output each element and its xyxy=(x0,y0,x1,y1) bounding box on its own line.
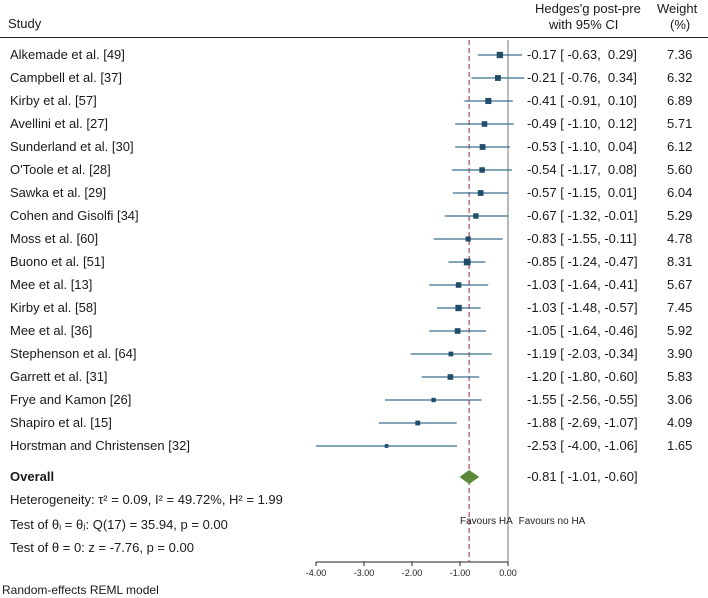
study-marker xyxy=(479,167,485,173)
study-column-header: Study xyxy=(8,16,42,31)
model-footer: Random-effects REML model xyxy=(2,583,159,597)
study-ci-text: -2.53 [ -4.00, -1.06] xyxy=(527,438,638,453)
study-weight: 8.31 xyxy=(667,254,693,269)
study-marker xyxy=(454,328,461,334)
study-name: Campbell et al. [37] xyxy=(10,70,123,85)
study-ci-text: -0.53 [ -1.10, 0.04] xyxy=(527,139,637,154)
study-marker xyxy=(384,444,389,448)
x-tick-label: -4.00 xyxy=(306,568,327,578)
study-weight: 3.06 xyxy=(667,392,693,407)
weight-column-header-line2: (%) xyxy=(670,17,691,32)
study-weight: 1.65 xyxy=(667,438,693,453)
study-marker xyxy=(465,236,471,242)
study-weight: 5.83 xyxy=(667,369,693,384)
study-marker xyxy=(481,121,488,127)
study-marker xyxy=(496,51,503,59)
overall-label: Overall xyxy=(10,469,55,484)
overall-ci-text: -0.81 [ -1.01, -0.60] xyxy=(527,469,638,484)
study-name: Avellini et al. [27] xyxy=(10,116,109,131)
study-name: Sawka et al. [29] xyxy=(10,185,107,200)
heterogeneity-text: Heterogeneity: τ² = 0.09, I² = 49.72%, H… xyxy=(10,492,283,507)
x-tick-label: 0.00 xyxy=(499,568,517,578)
study-name: Mee et al. [36] xyxy=(10,323,93,338)
study-weight: 7.36 xyxy=(667,47,693,62)
study-weight: 5.60 xyxy=(667,162,693,177)
test-zero-text: Test of θ = 0: z = -7.76, p = 0.00 xyxy=(10,540,194,555)
study-marker xyxy=(463,258,471,266)
study-ci-text: -0.41 [ -0.91, 0.10] xyxy=(527,93,637,108)
study-ci-text: -1.55 [ -2.56, -0.55] xyxy=(527,392,638,407)
test-theta-text: Test of θᵢ = θⱼ: Q(17) = 35.94, p = 0.00 xyxy=(10,517,228,532)
study-name: Kirby et al. [57] xyxy=(10,93,97,108)
study-marker xyxy=(485,97,492,105)
study-ci-text: -1.05 [ -1.64, -0.46] xyxy=(527,323,638,338)
study-name: Kirby et al. [58] xyxy=(10,300,97,315)
study-marker xyxy=(494,75,501,81)
study-name: Sunderland et al. [30] xyxy=(10,139,134,154)
study-weight: 7.45 xyxy=(667,300,693,315)
study-marker xyxy=(447,374,454,380)
study-marker xyxy=(455,304,462,312)
study-name: Garrett et al. [31] xyxy=(10,369,108,384)
study-name: Cohen and Gisolfi [34] xyxy=(10,208,139,223)
study-marker xyxy=(479,144,486,150)
study-weight: 5.67 xyxy=(667,277,693,292)
study-ci-text: -1.88 [ -2.69, -1.07] xyxy=(527,415,638,430)
header-divider xyxy=(0,37,708,38)
favours-right-label: Favours no HA xyxy=(519,516,586,527)
study-weight: 6.32 xyxy=(667,70,693,85)
study-weight: 6.89 xyxy=(667,93,693,108)
study-name: Moss et al. [60] xyxy=(10,231,99,246)
x-tick-label: -2.00 xyxy=(402,568,423,578)
study-weight: 4.09 xyxy=(667,415,693,430)
x-tick-label: -3.00 xyxy=(354,568,375,578)
study-weight: 5.71 xyxy=(667,116,693,131)
study-marker xyxy=(473,213,479,219)
study-name: Frye and Kamon [26] xyxy=(10,392,132,407)
study-name: O'Toole et al. [28] xyxy=(10,162,111,177)
study-ci-text: -0.49 [ -1.10, 0.12] xyxy=(527,116,637,131)
study-ci-text: -0.21 [ -0.76, 0.34] xyxy=(527,70,637,85)
favours-left-label: Favours HA xyxy=(460,516,513,527)
x-tick-label: -1.00 xyxy=(450,568,471,578)
study-marker xyxy=(415,420,421,426)
study-marker xyxy=(477,190,484,196)
study-weight: 6.04 xyxy=(667,185,693,200)
weight-column-header-line1: Weight xyxy=(657,1,698,16)
study-name: Alkemade et al. [49] xyxy=(10,47,125,62)
study-ci-text: -1.03 [ -1.48, -0.57] xyxy=(527,300,638,315)
study-ci-text: -0.17 [ -0.63, 0.29] xyxy=(527,47,637,62)
study-name: Horstman and Christensen [32] xyxy=(10,438,190,453)
study-ci-text: -1.20 [ -1.80, -0.60] xyxy=(527,369,638,384)
study-marker xyxy=(455,282,462,288)
study-weight: 4.78 xyxy=(667,231,693,246)
study-name: Shapiro et al. [15] xyxy=(10,415,112,430)
study-ci-text: -0.85 [ -1.24, -0.47] xyxy=(527,254,638,269)
study-weight: 5.92 xyxy=(667,323,693,338)
study-name: Mee et al. [13] xyxy=(10,277,93,292)
effect-column-header-line2: with 95% CI xyxy=(549,17,619,32)
study-marker xyxy=(431,397,436,403)
study-marker xyxy=(448,351,454,357)
study-ci-text: -0.57 [ -1.15, 0.01] xyxy=(527,185,637,200)
study-weight: 3.90 xyxy=(667,346,693,361)
study-name: Stephenson et al. [64] xyxy=(10,346,137,361)
effect-column-header-line1: Hedges'g post-pre xyxy=(535,1,641,16)
study-weight: 6.12 xyxy=(667,139,693,154)
study-weight: 5.29 xyxy=(667,208,693,223)
overall-diamond xyxy=(459,470,480,484)
study-name: Buono et al. [51] xyxy=(10,254,105,269)
study-ci-text: -1.03 [ -1.64, -0.41] xyxy=(527,277,638,292)
study-ci-text: -0.67 [ -1.32, -0.01] xyxy=(527,208,638,223)
study-ci-text: -0.83 [ -1.55, -0.11] xyxy=(527,231,637,246)
study-ci-text: -1.19 [ -2.03, -0.34] xyxy=(527,346,638,361)
study-ci-text: -0.54 [ -1.17, 0.08] xyxy=(527,162,637,177)
